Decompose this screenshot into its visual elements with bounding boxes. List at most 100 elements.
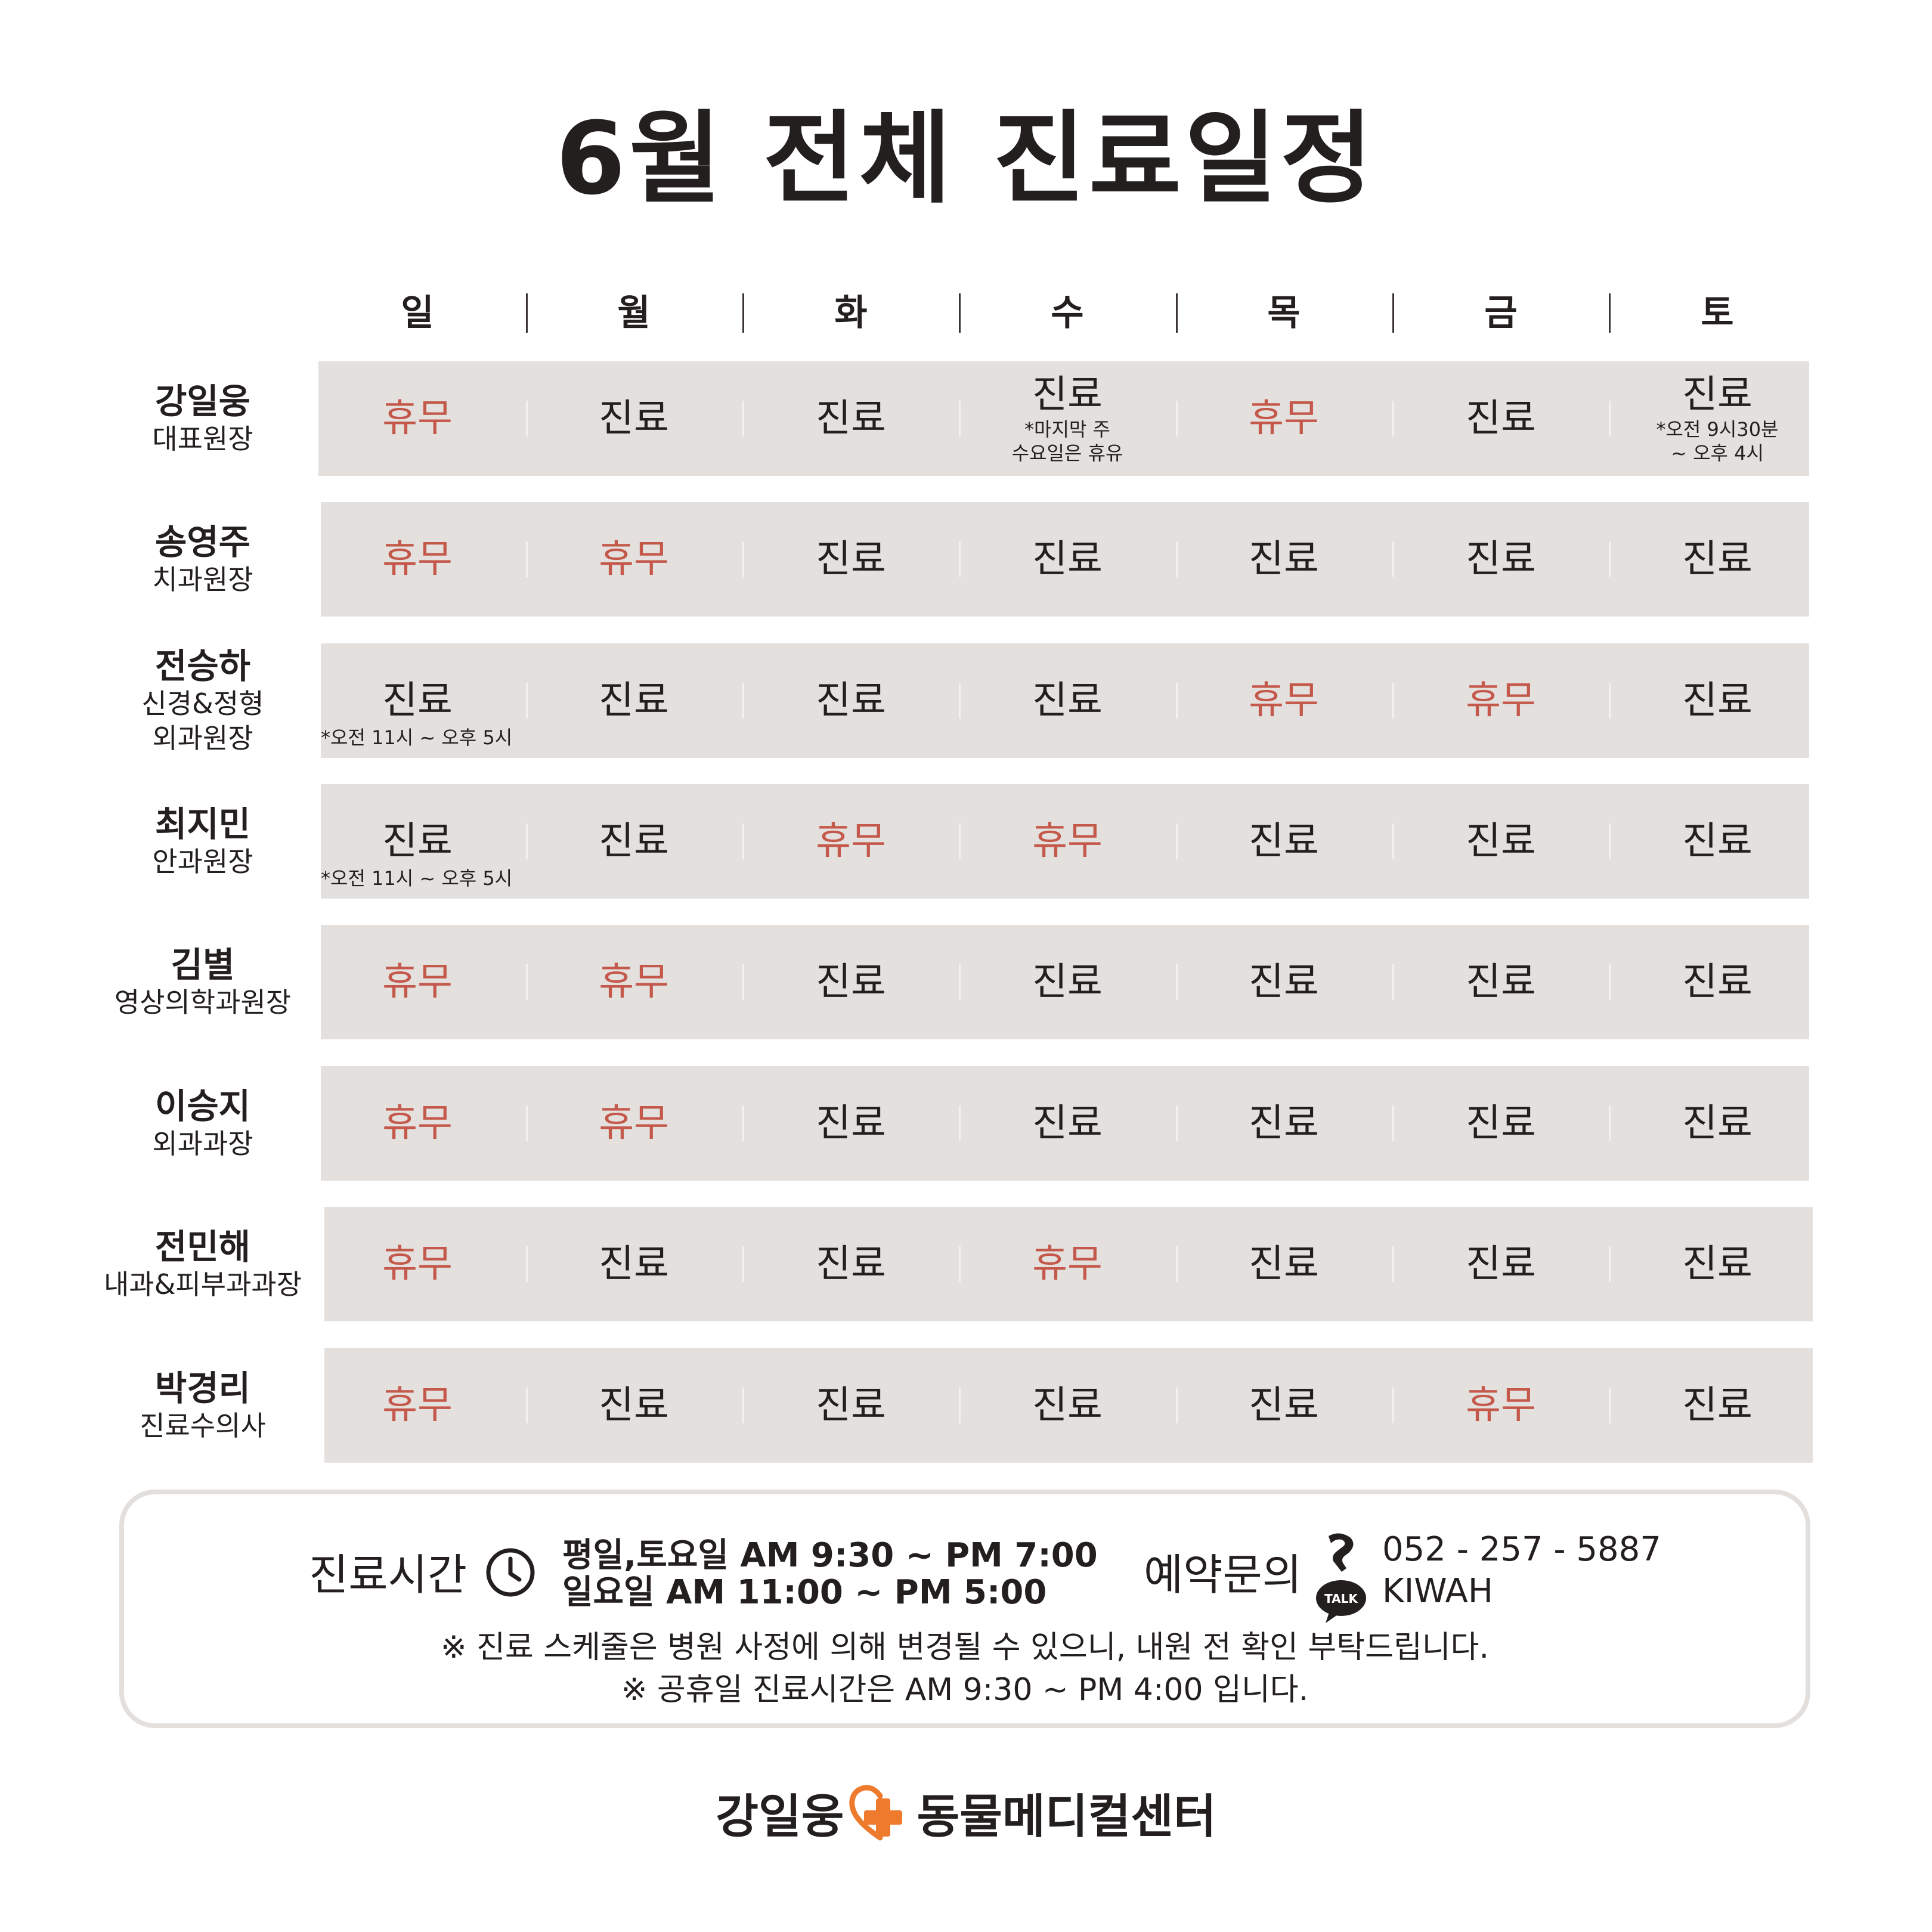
cell-divider bbox=[959, 401, 961, 436]
doctor-role: 신경&정형 bbox=[141, 688, 264, 720]
cell-divider bbox=[959, 683, 961, 719]
schedule-cell: 진료 bbox=[742, 925, 959, 1039]
day-header-3: 수 bbox=[1051, 292, 1084, 334]
schedule-band bbox=[324, 1348, 1813, 1463]
cell-divider bbox=[1609, 964, 1611, 1000]
cell-divider bbox=[1176, 541, 1178, 577]
schedule-cell: 진료 bbox=[1175, 502, 1392, 617]
schedule-cell: 진료 bbox=[525, 643, 742, 758]
status-open: 진료 bbox=[599, 679, 669, 723]
doctor-name: 박경리 bbox=[154, 1368, 251, 1408]
hours-text: 평일,토요일 AM 9:30 ~ PM 7:00 일요일 AM 11:00 ~ … bbox=[562, 1537, 1098, 1611]
doctor-info: 이승지 외과과장 bbox=[83, 1066, 322, 1181]
hours-sunday: 일요일 AM 11:00 ~ PM 5:00 bbox=[562, 1573, 1047, 1612]
cell-divider bbox=[1609, 401, 1611, 436]
status-closed: 휴무 bbox=[382, 1383, 453, 1428]
cell-divider bbox=[1176, 401, 1178, 436]
schedule-cell: 진료 bbox=[742, 502, 959, 617]
schedule-cell: 휴무 bbox=[959, 1207, 1176, 1321]
doctor-row: 강일웅 대표원장 휴무 진료 진료 진료 *마지막 주 수요일은 휴유 휴무 진료 진료 *오전 9시… bbox=[0, 361, 1932, 476]
schedule-note: *오전 11시 ~ 오후 5시 bbox=[321, 867, 513, 890]
schedule-cell: 진료 bbox=[742, 643, 959, 758]
doctor-row: 이승지 외과과장 휴무 휴무 진료 진료 진료 진료 진료 bbox=[0, 1066, 1932, 1181]
schedule-cell: 휴무 bbox=[1175, 361, 1392, 476]
status-open: 진료 bbox=[1249, 1242, 1319, 1286]
schedule-band bbox=[318, 361, 1809, 476]
schedule-note: *오전 11시 ~ 오후 5시 bbox=[321, 726, 513, 749]
status-open: 진료 bbox=[1466, 1242, 1536, 1286]
cell-divider bbox=[959, 1106, 961, 1141]
schedule-cell: 휴무 bbox=[1175, 643, 1392, 758]
status-closed: 휴무 bbox=[382, 537, 453, 581]
status-open: 진료 bbox=[816, 1242, 886, 1286]
status-open: 진료 bbox=[1032, 1383, 1103, 1428]
status-open: 진료 bbox=[1466, 397, 1536, 441]
schedule-cell: 진료 bbox=[959, 643, 1176, 758]
doctor-row: 최지민 안과원장 진료 *오전 11시 ~ 오후 5시 진료 휴무 휴무 진료 진료 진료 bbox=[0, 784, 1932, 899]
status-open: 진료 bbox=[1682, 960, 1753, 1004]
schedule-cell: 진료 bbox=[525, 784, 742, 899]
cell-divider bbox=[526, 1388, 528, 1423]
schedule-cell: 휴무 bbox=[525, 1066, 742, 1181]
cell-divider bbox=[742, 541, 744, 577]
status-closed: 휴무 bbox=[599, 960, 669, 1004]
day-header-5: 금 bbox=[1484, 292, 1518, 334]
cell-divider bbox=[1176, 823, 1178, 859]
status-closed: 휴무 bbox=[382, 1101, 453, 1145]
status-open: 진료 bbox=[1682, 1383, 1753, 1428]
schedule-cell: 진료 bbox=[959, 1348, 1176, 1463]
schedule-cell: 휴무 bbox=[309, 361, 526, 476]
cell-divider bbox=[1609, 1246, 1611, 1282]
kakao-id[interactable]: KIWAH bbox=[1382, 1572, 1493, 1611]
cell-divider bbox=[1392, 1388, 1394, 1423]
status-open: 진료 bbox=[1466, 819, 1536, 863]
cell-divider bbox=[1609, 823, 1611, 859]
cell-divider bbox=[526, 401, 528, 436]
schedule-cell: 진료 bbox=[742, 1066, 959, 1181]
cell-divider bbox=[1176, 683, 1178, 719]
status-open: 진료 bbox=[1249, 1383, 1319, 1428]
status-open: 진료 bbox=[1682, 373, 1753, 417]
status-open: 진료 bbox=[1682, 679, 1753, 723]
schedule-band bbox=[321, 643, 1809, 758]
day-header-2: 화 bbox=[834, 292, 868, 334]
status-open: 진료 bbox=[816, 1101, 886, 1145]
day-header-6: 토 bbox=[1701, 292, 1734, 334]
phone-number[interactable]: 052 - 257 - 5887 bbox=[1382, 1530, 1661, 1569]
brand-name-left: 강일웅 bbox=[716, 1790, 844, 1844]
day-header-4: 목 bbox=[1267, 292, 1301, 334]
cell-divider bbox=[1392, 1106, 1394, 1141]
status-open: 진료 bbox=[1032, 679, 1103, 723]
cell-divider bbox=[1176, 1388, 1178, 1423]
schedule-note: *마지막 주 bbox=[1024, 418, 1110, 441]
hours-weekday: 평일,토요일 AM 9:30 ~ PM 7:00 bbox=[562, 1536, 1098, 1575]
status-open: 진료 bbox=[382, 679, 453, 723]
phone-icon bbox=[1329, 1533, 1354, 1572]
doctor-info: 전승하 신경&정형 외과원장 bbox=[83, 643, 322, 758]
brand-name-right: 동물메디컬센터 bbox=[917, 1790, 1216, 1844]
doctor-name: 전민해 bbox=[154, 1227, 251, 1267]
kakao-talk-icon: TALK bbox=[1316, 1580, 1366, 1623]
day-header-0: 일 bbox=[401, 292, 434, 334]
doctor-role: 안과원장 bbox=[152, 846, 253, 878]
schedule-cell: 진료 bbox=[742, 361, 959, 476]
cell-divider bbox=[526, 1246, 528, 1282]
doctor-name: 최지민 bbox=[154, 804, 251, 844]
schedule-cell: 진료 bbox=[525, 361, 742, 476]
hours-label: 진료시간 bbox=[309, 1550, 467, 1600]
status-open: 진료 bbox=[1682, 537, 1753, 581]
doctor-info: 김별 영상의학과원장 bbox=[83, 925, 322, 1039]
schedule-cell: 휴무 bbox=[309, 1348, 526, 1463]
heart-cross-icon bbox=[849, 1785, 903, 1841]
schedule-cell: 진료 bbox=[1609, 1207, 1826, 1321]
doctor-name: 김별 bbox=[171, 945, 235, 985]
schedule-band bbox=[324, 1207, 1813, 1321]
cell-divider bbox=[1176, 1246, 1178, 1282]
cell-divider bbox=[526, 823, 528, 859]
status-closed: 휴무 bbox=[1032, 819, 1103, 863]
status-open: 진료 bbox=[1249, 537, 1319, 581]
schedule-cell: 진료 *오전 11시 ~ 오후 5시 bbox=[309, 784, 526, 899]
schedule-cell: 휴무 bbox=[1392, 1348, 1609, 1463]
schedule-band bbox=[321, 925, 1809, 1039]
schedule-cell: 진료 bbox=[1609, 925, 1826, 1039]
